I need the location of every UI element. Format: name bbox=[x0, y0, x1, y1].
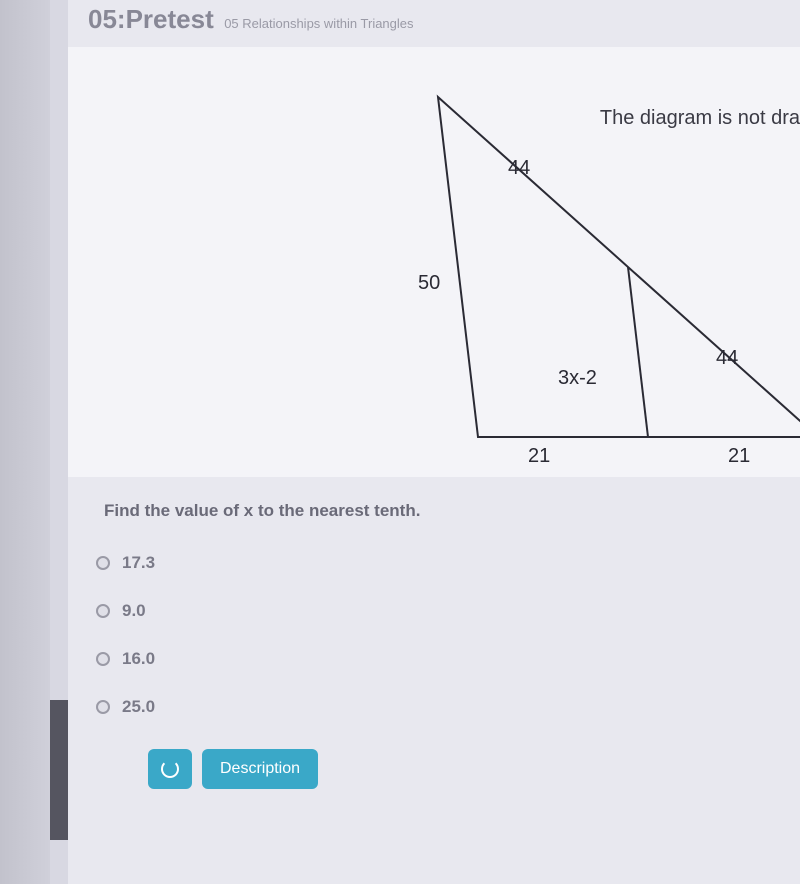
option-label: 9.0 bbox=[122, 601, 146, 621]
page-title: 05:Pretest bbox=[88, 4, 214, 34]
label-bottom-left: 21 bbox=[528, 445, 550, 468]
sidebar-sliver bbox=[0, 0, 50, 884]
option-2[interactable]: 16.0 bbox=[96, 635, 800, 683]
options-list: 17.3 9.0 16.0 25.0 bbox=[68, 531, 800, 731]
option-label: 16.0 bbox=[122, 649, 155, 669]
dark-side-tab bbox=[50, 700, 68, 840]
question-prompt: Find the value of x to the nearest tenth… bbox=[68, 477, 800, 531]
label-top-side: 44 bbox=[508, 157, 530, 180]
option-label: 17.3 bbox=[122, 553, 155, 573]
figure-area: 44 50 44 3x-2 21 21 The diagram is not d… bbox=[68, 47, 800, 477]
label-bottom-right: 21 bbox=[728, 445, 750, 468]
refresh-button[interactable] bbox=[148, 749, 192, 789]
label-left-side: 50 bbox=[418, 272, 440, 295]
button-row: Description bbox=[68, 731, 800, 789]
main-panel: 05:Pretest 05 Relationships within Trian… bbox=[68, 0, 800, 884]
page-subtitle: 05 Relationships within Triangles bbox=[224, 16, 413, 31]
option-0[interactable]: 17.3 bbox=[96, 539, 800, 587]
refresh-icon bbox=[161, 760, 179, 778]
option-1[interactable]: 9.0 bbox=[96, 587, 800, 635]
label-right-upper: 44 bbox=[716, 347, 738, 370]
diagram-note: The diagram is not dra bbox=[600, 107, 800, 130]
radio-icon bbox=[96, 556, 110, 570]
description-button[interactable]: Description bbox=[202, 749, 318, 789]
option-label: 25.0 bbox=[122, 697, 155, 717]
description-button-label: Description bbox=[220, 760, 300, 778]
page-header: 05:Pretest 05 Relationships within Trian… bbox=[68, 0, 800, 47]
radio-icon bbox=[96, 700, 110, 714]
radio-icon bbox=[96, 652, 110, 666]
option-3[interactable]: 25.0 bbox=[96, 683, 800, 731]
radio-icon bbox=[96, 604, 110, 618]
label-midsegment: 3x-2 bbox=[558, 367, 597, 390]
